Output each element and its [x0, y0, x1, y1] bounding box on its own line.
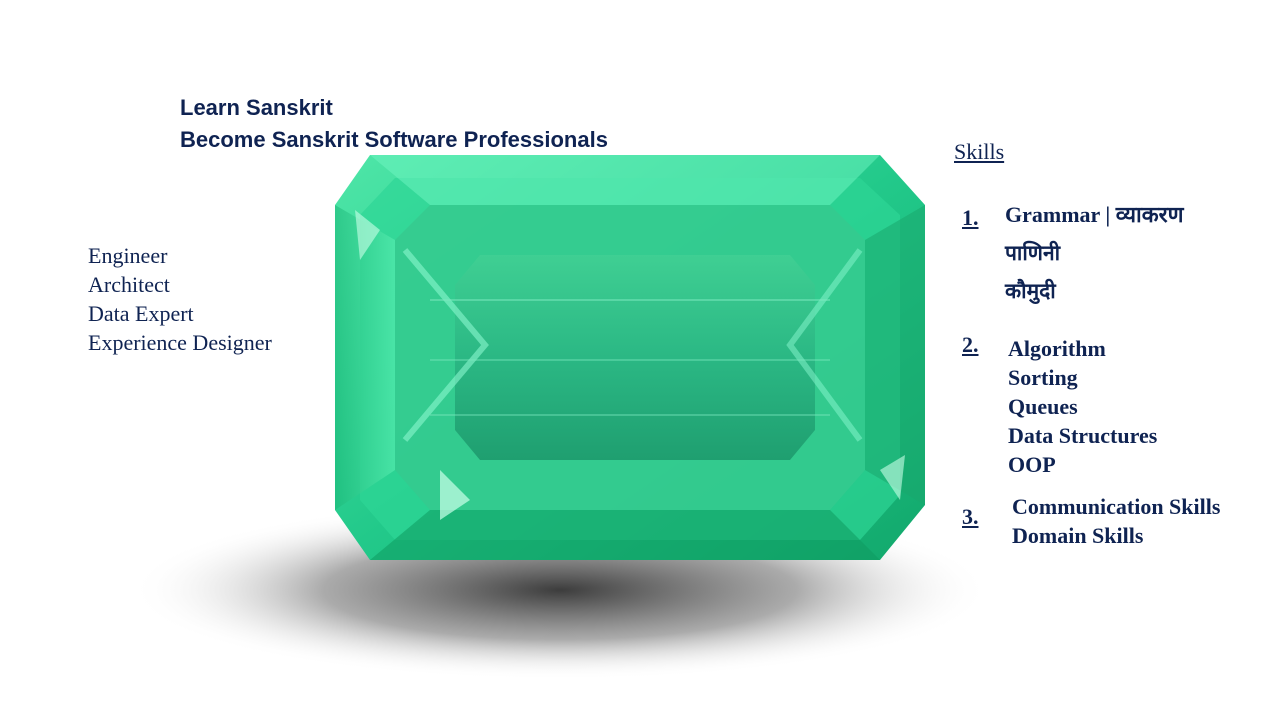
skill-item: कौमुदी — [1005, 279, 1056, 303]
role-item: Engineer — [88, 243, 168, 268]
skill-item: Queues — [1008, 394, 1078, 419]
skill-group-number: 1. — [962, 205, 979, 230]
role-item: Experience Designer — [88, 330, 272, 355]
skill-group-number: 2. — [962, 332, 979, 357]
role-item: Data Expert — [88, 301, 194, 326]
headline-line-1: Learn Sanskrit — [180, 95, 333, 120]
skill-item: पाणिनी — [1005, 241, 1061, 265]
skill-item: Sorting — [1008, 365, 1078, 390]
skill-item: Domain Skills — [1012, 523, 1144, 548]
skill-item: Communication Skills — [1012, 494, 1221, 519]
skills-title: Skills — [954, 139, 1005, 164]
role-item: Architect — [88, 272, 170, 297]
skill-group-1: Grammar | व्याकरण पाणिनी कौमुदी — [1005, 196, 1184, 310]
headline: Learn Sanskrit Become Sanskrit Software … — [180, 92, 608, 156]
headline-line-2: Become Sanskrit Software Professionals — [180, 127, 608, 152]
roles-list: Engineer Architect Data Expert Experienc… — [88, 241, 272, 357]
skill-group-3: Communication Skills Domain Skills — [1012, 492, 1220, 550]
skill-item: Data Structures — [1008, 423, 1158, 448]
gem-table — [455, 255, 815, 460]
skill-group-2: Algorithm Sorting Queues Data Structures… — [1008, 334, 1157, 479]
skill-group-number: 3. — [962, 504, 979, 529]
skill-item: OOP — [1008, 452, 1056, 477]
skill-item: Grammar | व्याकरण — [1005, 202, 1184, 227]
skill-item: Algorithm — [1008, 336, 1106, 361]
